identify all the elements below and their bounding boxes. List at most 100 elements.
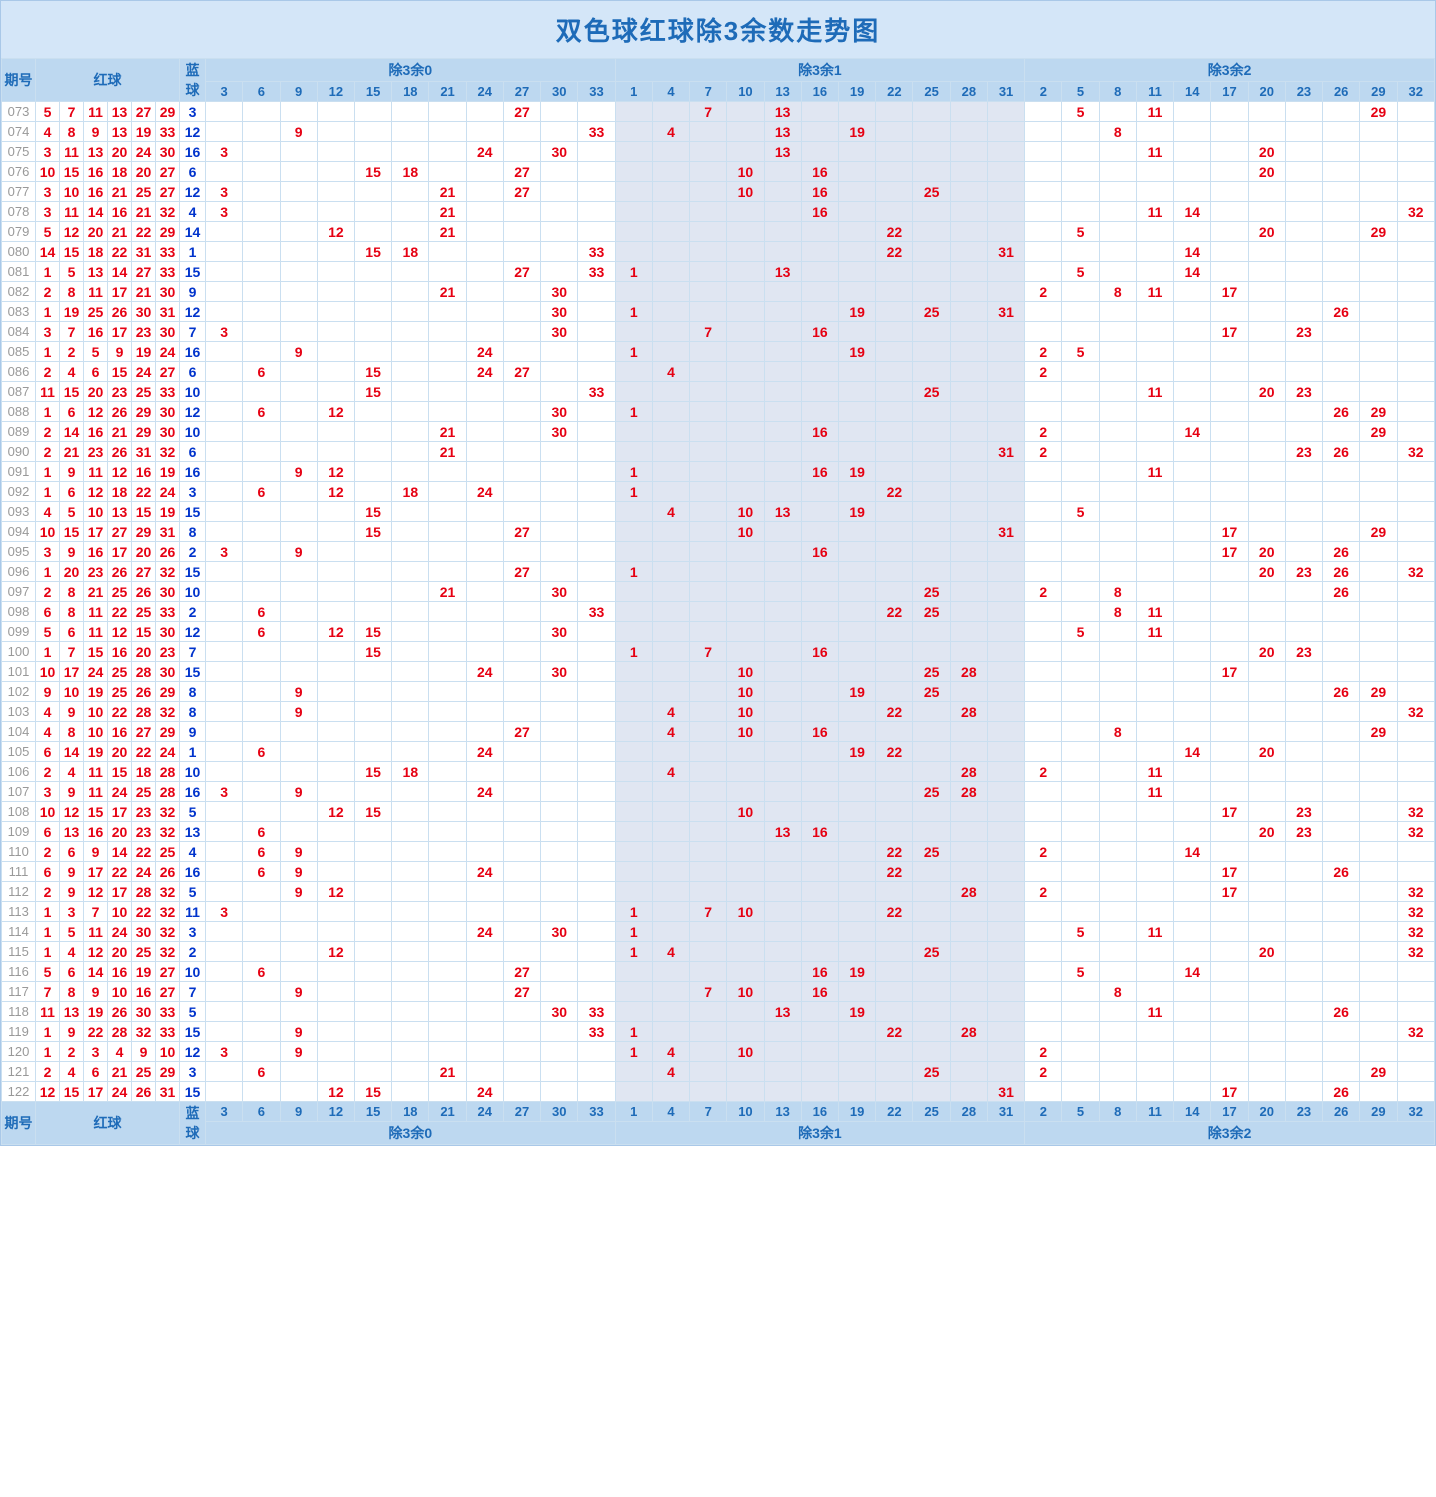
cell-rem0 bbox=[392, 542, 429, 562]
cell-rem0: 30 bbox=[541, 1002, 578, 1022]
cell-rem2 bbox=[1248, 242, 1285, 262]
cell-rem2 bbox=[1285, 882, 1322, 902]
cell-rem2 bbox=[1397, 842, 1434, 862]
cell-rem0 bbox=[578, 902, 615, 922]
cell-rem0 bbox=[243, 442, 280, 462]
cell-blueball: 2 bbox=[180, 542, 206, 562]
cell-redball: 4 bbox=[60, 362, 84, 382]
cell-rem0 bbox=[317, 242, 354, 262]
cell-rem1 bbox=[764, 222, 801, 242]
cell-rem0 bbox=[317, 142, 354, 162]
cell-rem0: 30 bbox=[541, 422, 578, 442]
cell-redball: 1 bbox=[36, 1042, 60, 1062]
cell-rem2 bbox=[1211, 742, 1248, 762]
cell-rem2 bbox=[1323, 222, 1360, 242]
cell-rem0 bbox=[243, 582, 280, 602]
cell-rem1 bbox=[950, 962, 987, 982]
cell-rem2: 11 bbox=[1136, 202, 1173, 222]
cell-rem1 bbox=[727, 402, 764, 422]
cell-rem1 bbox=[913, 402, 950, 422]
cell-rem0 bbox=[578, 1062, 615, 1082]
cell-rem2 bbox=[1025, 1082, 1062, 1102]
cell-rem2 bbox=[1136, 242, 1173, 262]
cell-redball: 17 bbox=[84, 522, 108, 542]
cell-rem1: 31 bbox=[987, 1082, 1024, 1102]
cell-redball: 28 bbox=[132, 882, 156, 902]
cell-redball: 8 bbox=[60, 582, 84, 602]
cell-rem0 bbox=[541, 162, 578, 182]
cell-rem2 bbox=[1174, 702, 1211, 722]
cell-rem2 bbox=[1323, 122, 1360, 142]
cell-rem1 bbox=[615, 702, 652, 722]
cell-rem1: 19 bbox=[839, 502, 876, 522]
cell-rem1: 1 bbox=[615, 262, 652, 282]
cell-rem1 bbox=[987, 662, 1024, 682]
cell-rem2: 29 bbox=[1360, 1062, 1397, 1082]
cell-rem2 bbox=[1136, 442, 1173, 462]
cell-rem2 bbox=[1099, 1002, 1136, 1022]
cell-rem0 bbox=[280, 482, 317, 502]
cell-rem0: 27 bbox=[503, 562, 540, 582]
cell-rem0 bbox=[243, 282, 280, 302]
cell-rem0 bbox=[429, 142, 466, 162]
cell-rem2 bbox=[1323, 1042, 1360, 1062]
cell-redball: 5 bbox=[36, 622, 60, 642]
cell-rem0 bbox=[503, 342, 540, 362]
cell-rem1 bbox=[652, 622, 689, 642]
cell-rem1 bbox=[615, 1062, 652, 1082]
cell-rem2: 8 bbox=[1099, 282, 1136, 302]
cell-rem1 bbox=[652, 842, 689, 862]
cell-rem1: 10 bbox=[727, 1042, 764, 1062]
cell-rem0 bbox=[280, 222, 317, 242]
cell-rem0: 12 bbox=[317, 402, 354, 422]
cell-rem0 bbox=[466, 262, 503, 282]
cell-redball: 16 bbox=[84, 422, 108, 442]
cell-redball: 31 bbox=[132, 242, 156, 262]
cell-rem2: 26 bbox=[1323, 682, 1360, 702]
cell-rem1 bbox=[839, 1022, 876, 1042]
cell-rem0 bbox=[429, 602, 466, 622]
cell-redball: 14 bbox=[108, 262, 132, 282]
cell-rem2 bbox=[1136, 482, 1173, 502]
cell-rem2 bbox=[1360, 182, 1397, 202]
cell-rem0 bbox=[541, 522, 578, 542]
cell-redball: 27 bbox=[132, 722, 156, 742]
cell-rem1 bbox=[764, 582, 801, 602]
cell-rem2 bbox=[1099, 382, 1136, 402]
cell-rem2: 20 bbox=[1248, 742, 1285, 762]
cell-rem2 bbox=[1248, 1082, 1285, 1102]
cell-rem2 bbox=[1360, 462, 1397, 482]
cell-rem1 bbox=[727, 482, 764, 502]
cell-period: 111 bbox=[2, 862, 36, 882]
cell-rem1 bbox=[913, 422, 950, 442]
cell-rem1: 22 bbox=[876, 242, 913, 262]
cell-rem2 bbox=[1062, 1082, 1099, 1102]
cell-rem1 bbox=[913, 882, 950, 902]
table-row: 0972821252630102130252826 bbox=[2, 582, 1435, 602]
cell-rem2 bbox=[1285, 722, 1322, 742]
cell-rem0 bbox=[541, 682, 578, 702]
cell-rem2 bbox=[1360, 342, 1397, 362]
cell-rem2 bbox=[1025, 162, 1062, 182]
sub-col: 26 bbox=[1323, 1102, 1360, 1122]
cell-rem1 bbox=[913, 822, 950, 842]
cell-rem2: 32 bbox=[1397, 942, 1434, 962]
cell-rem0: 9 bbox=[280, 1042, 317, 1062]
cell-rem0: 3 bbox=[206, 322, 243, 342]
cell-redball: 6 bbox=[60, 622, 84, 642]
cell-redball: 24 bbox=[132, 142, 156, 162]
cell-rem0: 15 bbox=[354, 522, 391, 542]
cell-rem0 bbox=[541, 602, 578, 622]
cell-blueball: 10 bbox=[180, 422, 206, 442]
cell-rem0 bbox=[392, 782, 429, 802]
cell-redball: 29 bbox=[132, 522, 156, 542]
cell-rem1: 22 bbox=[876, 222, 913, 242]
cell-rem0 bbox=[280, 102, 317, 122]
cell-rem1 bbox=[764, 902, 801, 922]
cell-rem0 bbox=[541, 202, 578, 222]
cell-redball: 4 bbox=[60, 762, 84, 782]
cell-rem1 bbox=[950, 522, 987, 542]
cell-rem0 bbox=[392, 362, 429, 382]
cell-rem2 bbox=[1062, 542, 1099, 562]
cell-rem0 bbox=[206, 602, 243, 622]
